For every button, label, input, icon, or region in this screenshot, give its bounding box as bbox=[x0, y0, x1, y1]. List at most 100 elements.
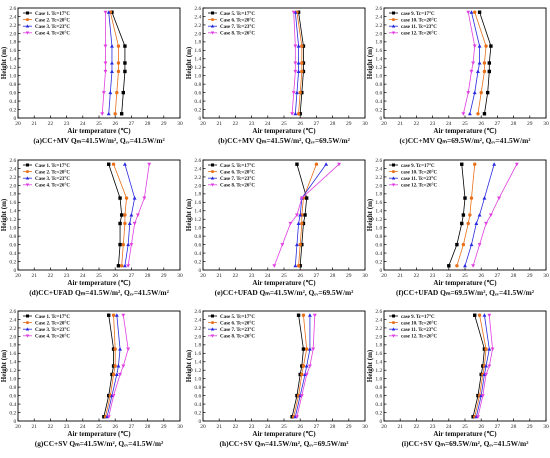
y-tick-label: 2.2 bbox=[9, 326, 16, 332]
legend-label: Case 3. Tc=23°C bbox=[35, 328, 70, 333]
x-tick-label: 30 bbox=[362, 424, 368, 430]
y-tick-label: 2.4 bbox=[9, 14, 16, 20]
y-tick-label: 0.4 bbox=[9, 99, 16, 105]
chart-panel-9: 20 21 22 23 24 25 26 27 28 29 30 0 0.2 0.4 0.6 0.8 1.0 1.… bbox=[366, 309, 549, 448]
data-point bbox=[477, 313, 482, 317]
legend-label: Case 6. Tc=20°C bbox=[220, 170, 255, 175]
series-line-1 bbox=[298, 12, 304, 114]
panel-caption: (c)CC+MV Qₘ=69.5W/m², Qₑᵥ=41.5W/m² bbox=[400, 136, 532, 145]
data-point bbox=[291, 91, 296, 95]
data-point bbox=[108, 90, 113, 95]
data-point bbox=[119, 213, 124, 217]
y-tick-label: 1.2 bbox=[9, 65, 16, 71]
data-point bbox=[121, 364, 126, 369]
data-point bbox=[113, 347, 117, 351]
x-tick-label: 30 bbox=[362, 273, 368, 279]
data-point bbox=[469, 69, 474, 74]
data-point bbox=[476, 112, 480, 116]
x-tick-label: 21 bbox=[216, 121, 222, 127]
y-tick-label: 0.8 bbox=[194, 234, 201, 240]
legend-marker bbox=[392, 163, 395, 167]
data-point bbox=[293, 263, 298, 268]
x-tick-label: 28 bbox=[145, 273, 151, 279]
x-tick-label: 20 bbox=[15, 273, 21, 279]
data-point bbox=[126, 347, 131, 352]
y-tick-label: 0.4 bbox=[194, 402, 201, 408]
x-tick-label: 26 bbox=[478, 424, 484, 430]
panel-caption: (h)CC+SV Qₘ=41.5W/m², Qₑᵥ=69.5W/m² bbox=[220, 439, 350, 448]
data-point bbox=[311, 347, 316, 352]
data-point bbox=[107, 162, 111, 166]
data-point bbox=[116, 363, 121, 368]
y-axis-label: Height (m) bbox=[0, 198, 8, 231]
data-point bbox=[129, 243, 134, 247]
data-point bbox=[121, 90, 125, 95]
x-axis-label: Air temperature (℃) bbox=[252, 127, 316, 135]
legend-marker bbox=[211, 18, 214, 22]
data-point bbox=[301, 347, 306, 351]
data-point bbox=[293, 44, 298, 49]
series-line-2 bbox=[474, 315, 487, 417]
x-tick-label: 28 bbox=[330, 121, 336, 127]
data-point bbox=[132, 221, 137, 226]
x-tick-label: 29 bbox=[161, 121, 167, 127]
y-tick-label: 1.0 bbox=[9, 74, 16, 80]
legend-marker bbox=[26, 170, 29, 174]
x-tick-label: 28 bbox=[145, 424, 151, 430]
x-tick-label: 30 bbox=[177, 424, 183, 430]
y-tick-label: 2.0 bbox=[375, 183, 382, 189]
series-line-2 bbox=[296, 12, 303, 114]
y-tick-label: 2.2 bbox=[194, 326, 201, 332]
x-tick-label: 27 bbox=[129, 121, 135, 127]
x-tick-label: 25 bbox=[462, 424, 468, 430]
x-tick-label: 27 bbox=[495, 273, 501, 279]
data-point bbox=[482, 69, 487, 74]
x-tick-label: 24 bbox=[265, 273, 271, 279]
y-tick-label: 1.8 bbox=[375, 192, 382, 198]
series-line-2 bbox=[293, 315, 308, 417]
data-point bbox=[296, 313, 301, 317]
y-tick-label: 1.4 bbox=[9, 57, 16, 63]
data-point bbox=[295, 242, 299, 247]
legend-label: Case 7. Tc=23°C bbox=[220, 25, 255, 30]
x-tick-label: 29 bbox=[346, 424, 352, 430]
data-point bbox=[293, 61, 298, 66]
y-tick-label: 2.2 bbox=[194, 175, 201, 181]
x-tick-label: 22 bbox=[233, 121, 239, 127]
legend-marker bbox=[25, 334, 30, 338]
x-tick-label: 26 bbox=[297, 121, 303, 127]
x-tick-label: 29 bbox=[161, 424, 167, 430]
x-tick-label: 29 bbox=[346, 273, 352, 279]
y-tick-label: 0.8 bbox=[194, 82, 201, 88]
x-tick-label: 23 bbox=[249, 424, 255, 430]
x-tick-label: 24 bbox=[80, 424, 86, 430]
legend-label: case 11. Tc=23°C bbox=[401, 177, 437, 182]
data-point bbox=[307, 347, 312, 351]
data-point bbox=[123, 44, 127, 48]
x-tick-label: 26 bbox=[297, 273, 303, 279]
y-tick-label: 1.2 bbox=[194, 65, 201, 71]
x-tick-label: 20 bbox=[15, 424, 21, 430]
data-point bbox=[296, 112, 301, 116]
data-point bbox=[118, 196, 122, 200]
x-tick-label: 23 bbox=[64, 273, 70, 279]
y-tick-label: 1.6 bbox=[194, 200, 201, 206]
x-tick-label: 25 bbox=[281, 424, 287, 430]
x-tick-label: 20 bbox=[381, 424, 387, 430]
data-point bbox=[296, 221, 301, 225]
series-line-2 bbox=[105, 315, 116, 417]
y-tick-label: 0 bbox=[379, 116, 382, 122]
data-point bbox=[304, 372, 309, 377]
legend-label: Case 7. Tc=23°C bbox=[220, 177, 255, 182]
data-point bbox=[295, 90, 299, 95]
legend-marker bbox=[392, 321, 395, 325]
data-point bbox=[466, 221, 470, 226]
y-tick-label: 1.2 bbox=[194, 217, 201, 223]
legend-label: Case 7. Tc=23°C bbox=[220, 328, 255, 333]
legend-marker bbox=[26, 18, 29, 22]
y-tick-label: 1.6 bbox=[9, 48, 16, 54]
